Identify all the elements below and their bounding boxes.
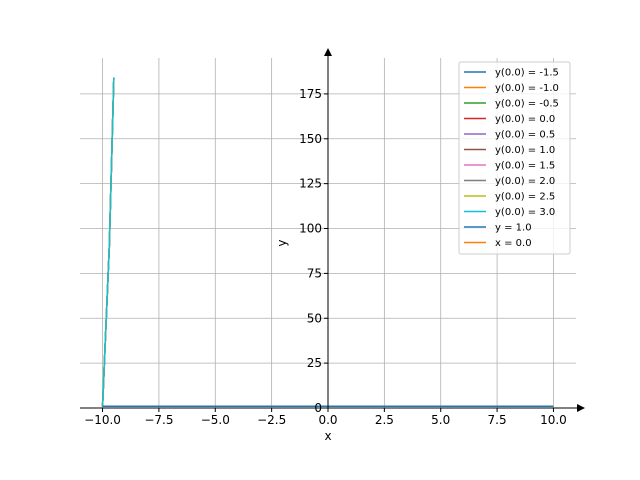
- legend-label-11: x = 0.0: [495, 238, 532, 249]
- y-axis-arrow-icon: [324, 48, 332, 56]
- x-tick-label-4: 0.0: [318, 413, 337, 427]
- ticks: −10.0 −7.5 −5.0 −2.5 0.0 2.5 5.0 7.5 10.0 0 25 50 75…: [84, 87, 567, 427]
- legend-label-10: y = 1.0: [495, 223, 532, 234]
- x-axis-label: x: [324, 429, 331, 443]
- x-tick-label-1: −7.5: [144, 413, 173, 427]
- x-tick-label-5: 2.5: [375, 413, 394, 427]
- x-tick-label-7: 7.5: [488, 413, 507, 427]
- legend: y(0.0) = -1.5 y(0.0) = -1.0 y(0.0) = -0.5 y…: [458, 61, 571, 255]
- x-tick-label-8: 10.0: [540, 413, 567, 427]
- legend-items: y(0.0) = -1.5 y(0.0) = -1.0 y(0.0) = -0.5 y…: [464, 68, 559, 249]
- x-tick-label-6: 5.0: [431, 413, 450, 427]
- y-tick-label-1: 25: [307, 356, 322, 370]
- legend-label-2: y(0.0) = -0.5: [495, 99, 559, 110]
- legend-label-5: y(0.0) = 1.0: [495, 145, 555, 156]
- legend-label-7: y(0.0) = 2.0: [495, 176, 555, 187]
- legend-label-9: y(0.0) = 3.0: [495, 207, 555, 218]
- legend-label-8: y(0.0) = 2.5: [495, 192, 555, 203]
- y-tick-label-6: 150: [299, 132, 322, 146]
- x-tick-label-0: −10.0: [84, 413, 121, 427]
- y-tick-label-3: 75: [307, 266, 322, 280]
- series-line-9: [101, 77, 115, 407]
- legend-label-4: y(0.0) = 0.5: [495, 130, 555, 141]
- x-axis-arrow-icon: [577, 404, 585, 412]
- legend-box: [458, 61, 571, 255]
- series-lines: [101, 77, 554, 407]
- y-tick-label-0: 0: [314, 401, 322, 415]
- legend-label-3: y(0.0) = 0.0: [495, 114, 555, 125]
- y-tick-label-5: 125: [299, 177, 322, 191]
- legend-label-1: y(0.0) = -1.0: [495, 83, 559, 94]
- legend-label-0: y(0.0) = -1.5: [495, 68, 559, 79]
- legend-label-6: y(0.0) = 1.5: [495, 161, 555, 172]
- y-axis-label: y: [275, 239, 289, 246]
- x-tick-label-2: −5.0: [201, 413, 230, 427]
- x-tick-label-3: −2.5: [257, 413, 286, 427]
- y-tick-label-7: 175: [299, 87, 322, 101]
- y-tick-label-2: 50: [307, 311, 322, 325]
- y-tick-label-4: 100: [299, 222, 322, 236]
